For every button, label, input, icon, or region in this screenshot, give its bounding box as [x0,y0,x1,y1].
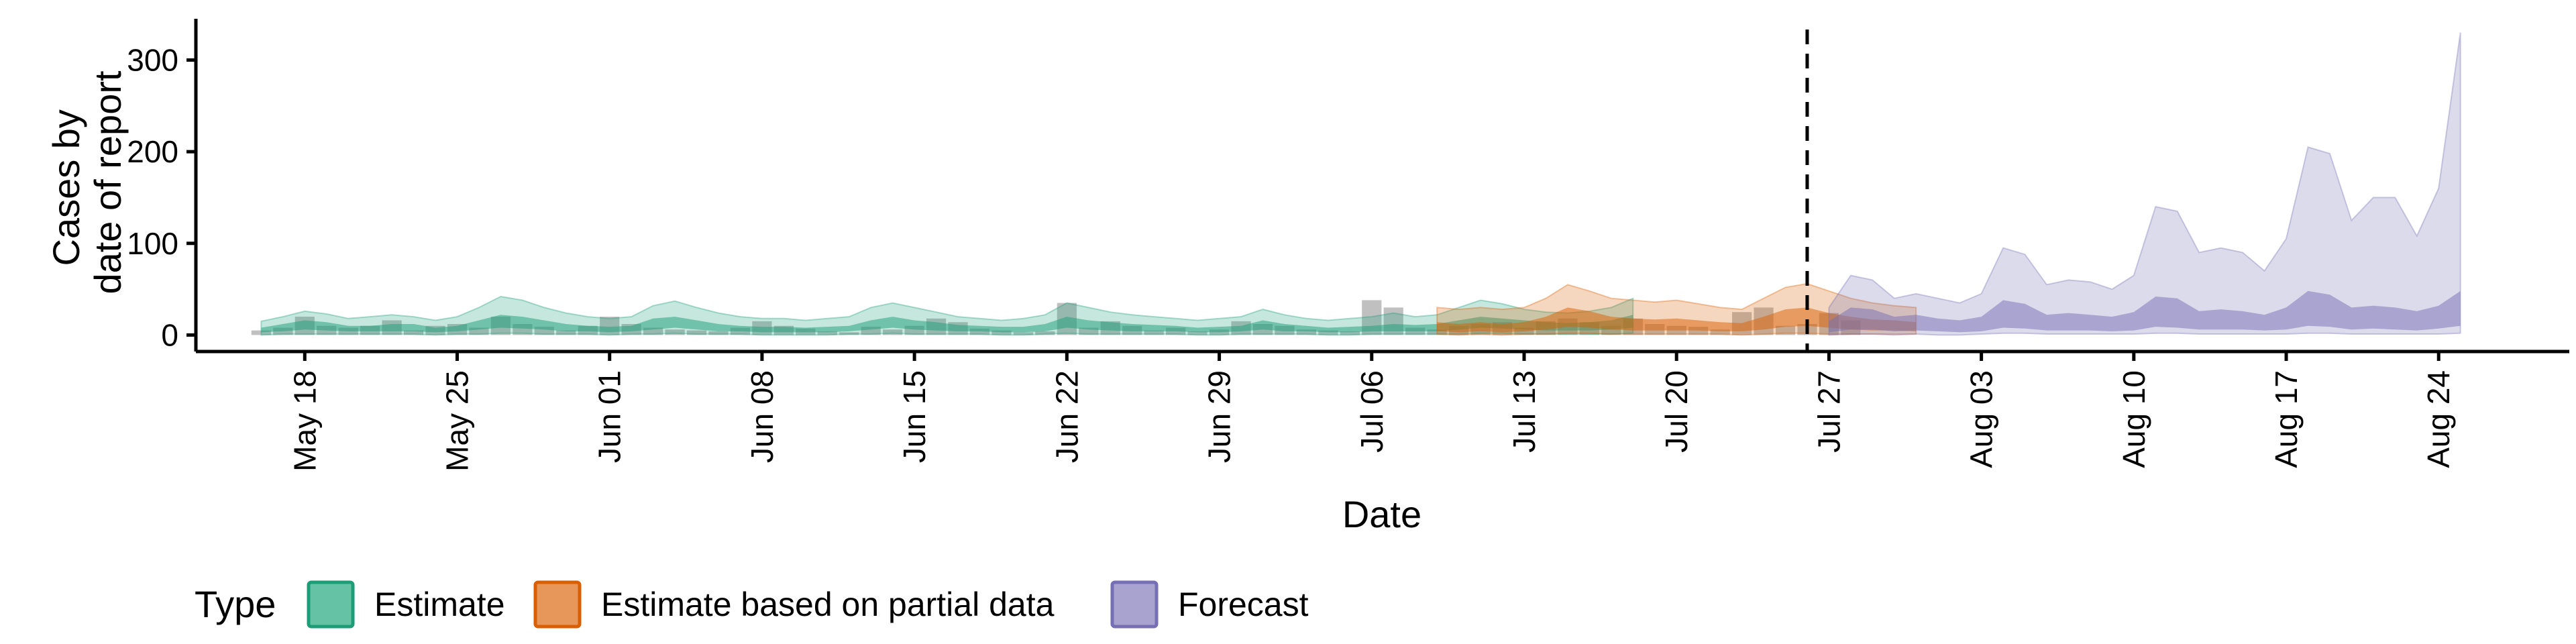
observed-bar [403,330,424,335]
x-tick-label: Aug 03 [1964,370,1999,468]
x-tick-label: May 25 [440,370,475,472]
observed-bar [469,327,489,335]
observed-bar [1318,330,1338,335]
observed-bar [817,331,837,335]
observed-bar [730,327,751,335]
observed-bar [643,327,663,335]
observed-bar [1405,327,1426,335]
observed-bar [1340,331,1360,335]
ribbon-inner-estimate [261,315,1633,333]
observed-bar [839,332,859,335]
y-tick-label: 100 [127,226,178,261]
observed-bar [1013,332,1034,335]
x-tick-label: May 18 [287,370,322,472]
ribbon-inner-forecast [1829,290,2461,333]
observed-bar [686,330,707,335]
x-tick-label: Aug 10 [2116,370,2151,468]
observed-bar [1166,327,1186,335]
x-tick-label: Aug 17 [2269,370,2304,468]
x-ticks: May 18 May 25 Jun 01 Jun 08 Jun 15 Jun 22 Jun … [287,352,2456,472]
y-ticks: 0 100 200 300 [127,42,196,352]
legend-label-partial: Estimate based on partial data [601,586,1055,623]
legend-title: Type [195,583,276,625]
x-tick-label: Jul 13 [1507,370,1542,453]
x-tick-label: Jun 22 [1049,370,1084,463]
observed-bar [1035,331,1055,335]
legend-key-estimate [307,580,355,629]
observed-bar [1296,329,1317,335]
y-tick-label: 300 [127,42,178,77]
observed-bar [883,329,903,335]
observed-bar [1144,330,1164,335]
observed-bar [1209,329,1230,335]
y-tick-label: 0 [161,317,178,352]
ribbon-outer-forecast [1828,32,2461,336]
y-axis-title: Cases by date of report [45,70,129,294]
observed-bar [708,331,729,335]
observed-bar [1187,331,1208,335]
observed-bar [1514,327,1534,335]
y-tick-label: 200 [127,134,178,169]
observed-bar [251,330,271,335]
legend-label-forecast: Forecast [1178,586,1309,623]
observed-bar [1079,327,1099,335]
observed-bar [556,330,576,335]
observed-bar [1710,329,1730,335]
legend-label-estimate: Estimate [374,586,505,623]
x-tick-label: Jun 15 [897,370,932,463]
observed-bar [273,327,293,335]
observed-bar [1427,329,1447,335]
observed-bar [665,329,685,335]
legend-key-forecast [1110,580,1159,629]
y-axis-title-line-1: Cases by [45,109,87,266]
x-tick-label: Aug 24 [2421,370,2456,468]
y-axis-title-line-2: date of report [87,70,129,294]
x-tick-label: Jun 08 [745,370,780,463]
axes [194,19,2569,354]
legend: Type Estimate Estimate based on partial … [195,580,1309,629]
legend-key-partial [533,580,582,629]
x-tick-label: Jun 29 [1202,370,1237,463]
ribbon-inner-partial [1437,307,1917,333]
x-tick-label: Jun 01 [592,370,627,463]
observed-bar [1775,325,1796,335]
ribbons [260,32,2461,336]
observed-bar [969,328,990,335]
x-tick-label: Jul 20 [1659,370,1694,453]
x-axis-title: Date [1342,493,1421,535]
observed-bar [991,330,1012,335]
observed-bar [338,327,358,335]
x-tick-label: Jul 27 [1811,370,1846,453]
x-tick-label: Jul 06 [1354,370,1389,453]
